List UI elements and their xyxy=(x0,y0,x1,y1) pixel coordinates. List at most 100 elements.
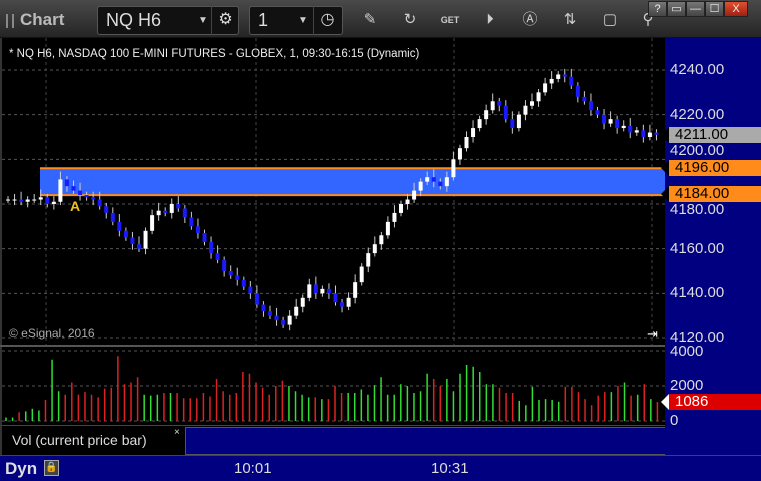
price-tick: 4120.00 xyxy=(670,329,725,346)
candle xyxy=(202,233,207,242)
volume-chart-svg xyxy=(2,350,667,422)
volume-study-label[interactable]: Vol (current price bar) xyxy=(12,432,147,448)
volume-chart[interactable] xyxy=(0,347,667,425)
candle xyxy=(510,119,515,129)
lock-icon[interactable]: 🔒 xyxy=(44,460,59,476)
candle xyxy=(137,244,141,249)
candle xyxy=(621,125,626,129)
volume-tick: 0 xyxy=(670,412,679,429)
title-bar: Chart NQ H6 ▼ ⚙ 1 ▼ ◷ ✎ ↻ GET ⏵ Ⓐ ⇅ ▢ ⚲ … xyxy=(0,0,761,38)
candle xyxy=(12,199,17,201)
candle xyxy=(340,302,345,307)
candle xyxy=(169,204,174,213)
help-button[interactable]: ? xyxy=(648,1,667,17)
dynamic-label: Dyn xyxy=(5,459,38,478)
candle xyxy=(497,101,502,106)
candle xyxy=(248,286,253,294)
price-band[interactable] xyxy=(40,168,667,196)
swap-icon[interactable]: ⇅ xyxy=(563,11,577,28)
candle xyxy=(412,190,417,200)
band-low-tag: 4184.00 xyxy=(661,186,761,202)
candle xyxy=(431,177,436,182)
candle xyxy=(163,210,168,213)
candle xyxy=(84,195,89,198)
pin-icon[interactable]: ⚲ xyxy=(642,11,654,28)
alert-marker[interactable]: A xyxy=(70,198,81,214)
symbol-select[interactable]: NQ H6 ▼ ⚙ xyxy=(97,6,239,35)
candle xyxy=(464,137,469,149)
candle xyxy=(588,101,593,111)
alert-icon[interactable]: Ⓐ xyxy=(522,11,538,28)
pane-divider[interactable] xyxy=(0,345,665,347)
clock-icon[interactable]: ◷ xyxy=(313,6,341,35)
candle xyxy=(123,230,128,238)
comment-icon[interactable]: ▢ xyxy=(602,11,618,28)
candle xyxy=(556,74,561,79)
candle xyxy=(274,315,279,321)
candle xyxy=(530,101,534,106)
price-chart[interactable]: * NQ H6, NASDAQ 100 E-MINI FUTURES - GLO… xyxy=(0,38,667,345)
play-icon[interactable]: ⏵ xyxy=(486,11,494,28)
candle xyxy=(438,181,443,187)
candle xyxy=(241,279,246,287)
candle xyxy=(19,199,24,202)
minimize-button[interactable]: — xyxy=(686,1,705,17)
candle xyxy=(130,237,135,245)
candle xyxy=(222,259,227,271)
candle xyxy=(418,181,423,191)
close-study-icon[interactable]: × xyxy=(174,427,180,438)
candle xyxy=(641,130,646,137)
candle xyxy=(209,241,214,254)
candle xyxy=(51,201,56,204)
candle xyxy=(346,297,351,307)
get-icon[interactable]: GET xyxy=(440,15,460,25)
candle xyxy=(110,212,115,222)
candle xyxy=(91,197,96,200)
interval-select[interactable]: 1 ▼ ◷ xyxy=(249,6,343,35)
candle xyxy=(353,282,358,298)
drag-grip-icon[interactable] xyxy=(6,14,14,28)
time-axis[interactable]: Dyn 🔒 10:01 10:31 xyxy=(0,455,761,481)
chevron-down-icon: ▼ xyxy=(298,15,308,26)
candle xyxy=(471,128,476,137)
price-axis[interactable]: 4240.00 4220.00 4200.00 4180.00 4160.00 4140.… xyxy=(661,38,761,481)
close-button[interactable]: X xyxy=(724,1,748,17)
band-high-tag: 4196.00 xyxy=(661,160,761,176)
candle xyxy=(254,293,259,305)
candle xyxy=(379,235,384,245)
candle xyxy=(58,179,63,202)
candle xyxy=(294,306,299,316)
pencil-icon[interactable]: ✎ xyxy=(363,11,377,28)
candle xyxy=(326,288,331,294)
candle xyxy=(333,293,338,303)
settings-gear-icon[interactable]: ⚙ xyxy=(211,6,239,35)
candle xyxy=(150,215,155,231)
price-chart-svg xyxy=(2,38,667,345)
candle xyxy=(300,297,305,307)
refresh-icon[interactable]: ↻ xyxy=(403,11,417,28)
price-tick: 4140.00 xyxy=(670,284,725,302)
maximize-button[interactable]: ☐ xyxy=(705,1,724,17)
candle xyxy=(268,311,272,316)
last-volume-tag: 1086 xyxy=(661,394,761,410)
candle xyxy=(71,186,76,191)
candle xyxy=(6,199,10,201)
candle xyxy=(97,199,102,207)
time-tick: 10:01 xyxy=(234,460,272,477)
candle xyxy=(281,320,286,325)
candle xyxy=(235,275,240,280)
candle xyxy=(359,266,364,283)
candle xyxy=(569,76,574,86)
candle xyxy=(307,284,312,298)
dock-button[interactable]: ▭ xyxy=(667,1,686,17)
study-legend: Vol (current price bar) × xyxy=(0,425,667,455)
candle xyxy=(405,199,410,204)
copyright: © eSignal, 2016 xyxy=(9,326,95,340)
price-tick: 4160.00 xyxy=(670,239,725,257)
candle xyxy=(615,119,620,129)
candle xyxy=(189,217,194,227)
candle xyxy=(385,221,390,236)
candle xyxy=(634,130,639,133)
price-tick: 4200.00 xyxy=(670,142,725,160)
scroll-to-end-icon[interactable]: ⇥ xyxy=(647,326,658,341)
